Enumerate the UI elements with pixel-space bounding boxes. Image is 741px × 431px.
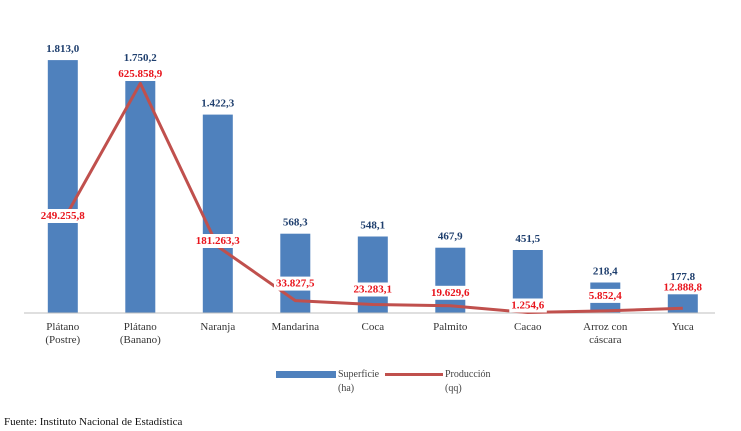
legend-line-label-line2: (qq): [445, 383, 462, 394]
bars-layer: [47, 60, 698, 313]
legend-bar-label-line1: Superficie: [338, 369, 380, 380]
legend-bar-label-line2: (ha): [338, 383, 354, 394]
category-label-7-line1: Arroz con: [583, 321, 628, 333]
bar-value-label-6: 451,5: [515, 233, 540, 245]
line-value-label-4: 23.283,1: [354, 284, 393, 296]
source-note: Fuente: Instituto Nacional de Estadístic…: [4, 416, 183, 428]
line-value-label-1: 625.858,9: [118, 68, 163, 80]
category-label-1-line1: Plátano: [124, 321, 157, 333]
line-value-label-bg-0: [38, 209, 88, 223]
bar-superficie-1: [125, 68, 156, 313]
bar-value-label-1: 1.750,2: [124, 52, 158, 64]
bar-value-label-7: 218,4: [593, 266, 618, 278]
legend-line-label-line1: Producción: [445, 369, 491, 380]
category-label-7-line2: cáscara: [589, 334, 621, 346]
bar-superficie-2: [202, 114, 233, 313]
category-label-4-line1: Coca: [361, 321, 384, 333]
bar-superficie-4: [357, 236, 388, 313]
bar-labels-layer: 1.813,0 1.750,2 1.422,3 568,3 548,1 467,9 451,…: [46, 43, 695, 283]
category-label-3-line1: Mandarina: [271, 321, 319, 333]
bar-value-label-4: 548,1: [360, 220, 385, 232]
line-value-label-bg-8: [661, 280, 705, 295]
line-value-label-6: 1.254,6: [511, 300, 545, 312]
bar-value-label-2: 1.422,3: [201, 98, 235, 110]
line-value-label-0: 249.255,8: [41, 210, 86, 222]
bar-superficie-0: [47, 60, 78, 313]
line-value-label-8: 12.888,8: [664, 281, 703, 293]
line-value-label-bg-4: [351, 282, 394, 297]
category-label-8-line1: Yuca: [672, 321, 694, 333]
line-value-label-bg-6: [509, 298, 547, 313]
category-label-0-line2: (Postre): [45, 334, 80, 346]
category-label-6-line1: Cacao: [514, 321, 542, 333]
bar-value-label-3: 568,3: [283, 217, 308, 229]
bar-value-label-0: 1.813,0: [46, 43, 80, 55]
bar-value-label-5: 467,9: [438, 231, 463, 243]
line-value-label-bg-1: [116, 67, 165, 81]
legend-bar-swatch: [276, 371, 336, 378]
legend: Superficie (ha) Producción (qq): [276, 369, 491, 394]
bar-value-label-8: 177,8: [670, 271, 695, 283]
line-value-label-bg-2: [193, 234, 243, 248]
line-value-label-2: 181.263,3: [196, 235, 241, 247]
category-label-5-line1: Palmito: [433, 321, 468, 333]
line-value-label-5: 19.629,6: [431, 287, 470, 299]
line-value-label-bg-3: [274, 276, 317, 291]
line-labels-layer: 249.255,8 625.858,9 181.263,3 33.827,5 23.28…: [38, 67, 705, 313]
line-value-label-bg-7: [586, 288, 625, 303]
bar-superficie-5: [435, 247, 466, 313]
category-label-1-line2: (Banano): [120, 334, 161, 346]
category-label-2-line1: Naranja: [200, 321, 235, 333]
category-label-0-line1: Plátano: [46, 321, 79, 333]
line-value-label-3: 33.827,5: [276, 278, 315, 290]
line-value-label-bg-5: [429, 285, 472, 300]
category-labels-layer: Plátano(Postre)Plátano(Banano)Naranja Man…: [45, 321, 694, 346]
line-value-label-7: 5.852,4: [589, 290, 623, 302]
